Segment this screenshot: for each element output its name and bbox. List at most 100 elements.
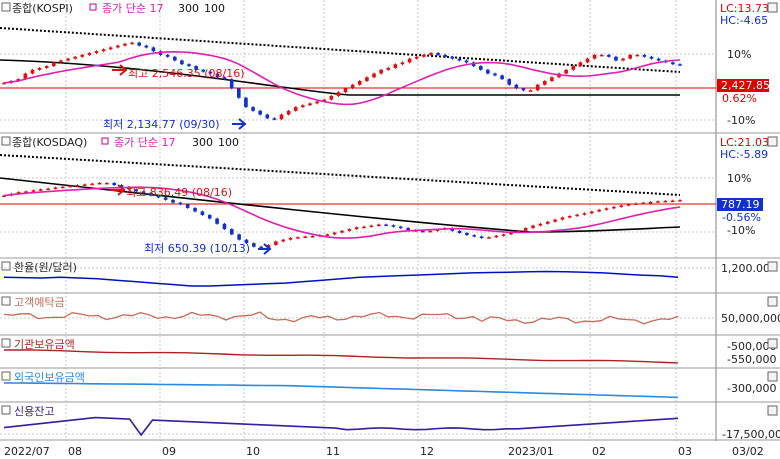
candle-body (130, 42, 134, 45)
kosdaq-low-arrow (258, 243, 272, 255)
deposit-close-button[interactable] (767, 296, 778, 307)
x-label: 08 (68, 445, 82, 458)
exchange-close-button[interactable] (767, 261, 778, 272)
candle-body (350, 84, 355, 89)
kosdaq-high-arrow (110, 184, 126, 196)
candle-body (336, 92, 341, 96)
candle-body (340, 230, 344, 233)
kosdaq-close-button[interactable] (767, 136, 778, 147)
candle-body (112, 182, 117, 186)
candle-body (365, 77, 369, 81)
kosdaq-lc: LC:21.03 (720, 136, 769, 149)
candle-body (201, 69, 206, 72)
kospi-low-arrow (232, 118, 247, 130)
kosdaq-price-box (717, 198, 763, 211)
candle-body (75, 185, 80, 187)
inst-toggle-box[interactable] (1, 338, 11, 348)
candle-body (414, 56, 419, 59)
panel-separators (0, 132, 780, 441)
kospi-p2: 100 (204, 2, 225, 15)
candle-body (472, 235, 477, 237)
candle-body (87, 53, 92, 55)
candle-body (354, 227, 359, 230)
kosdaq-title: 종합(KOSDAQ) (12, 136, 87, 149)
inst-title: 기관보유금액 (14, 338, 75, 351)
foreign-close-button[interactable] (767, 371, 778, 382)
candle-body (465, 232, 469, 236)
kosdaq-p2: 100 (218, 136, 239, 149)
candle-body (94, 51, 99, 54)
candle-body (621, 58, 625, 61)
candle-body (229, 229, 234, 235)
candle-body (528, 90, 533, 92)
x-axis-labels: 2022/07 08 09 10 11 12 2023/01 02 03 03/02 (4, 445, 764, 458)
deposit-toggle-box[interactable] (1, 296, 11, 306)
candle-body (379, 69, 383, 74)
candle-body (535, 84, 540, 91)
x-label: 03 (678, 445, 692, 458)
deposit-tick: 50,000,000 (721, 312, 780, 325)
candle-body (258, 110, 262, 115)
kospi-ma100-dotted (0, 27, 681, 73)
x-label: 03/02 (732, 445, 764, 458)
candle-body (626, 204, 631, 206)
credit-line (3, 416, 679, 437)
kosdaq-tick-neg10: -10% (727, 224, 755, 237)
exchange-toggle-box[interactable] (1, 261, 11, 271)
kospi-tick-neg10: -10% (727, 114, 755, 127)
candle-body (550, 77, 554, 81)
kospi-close-button[interactable] (767, 2, 778, 13)
candle-body (134, 189, 139, 192)
candle-body (244, 97, 248, 108)
foreign-line (3, 382, 679, 399)
credit-close-button[interactable] (767, 405, 778, 416)
candle-body (187, 64, 191, 67)
candle-body (479, 236, 484, 238)
credit-title: 신용잔고 (14, 405, 54, 418)
kospi-p1: 300 (178, 2, 199, 15)
candle-body (641, 202, 646, 205)
kospi-ma17-line (3, 50, 681, 106)
candle-body (237, 88, 241, 98)
candle-body (464, 60, 469, 63)
candle-body (38, 189, 43, 191)
candle-body (384, 224, 388, 227)
candle-body (578, 62, 583, 67)
candle-body (83, 184, 87, 186)
candle-body (23, 73, 28, 80)
x-label: 2022/07 (4, 445, 50, 458)
candle-body (649, 56, 654, 59)
candle-body (369, 225, 374, 228)
candle-body (97, 182, 102, 185)
kospi-hc: HC:-4.65 (720, 14, 768, 27)
inst-close-button[interactable] (767, 338, 778, 349)
kospi-high-arrow (112, 64, 128, 76)
credit-toggle-box[interactable] (1, 405, 11, 415)
panel-kosdaq: 최고 836.49 (08/16) 최저 650.39 (10/13) 종합(K… (0, 136, 778, 255)
candle-body (137, 42, 141, 46)
candle-body (500, 75, 504, 80)
kosdaq-toggle-box[interactable] (1, 136, 11, 146)
candle-body (80, 54, 85, 57)
kospi-indicator-box[interactable] (89, 3, 97, 11)
foreign-toggle-box[interactable] (1, 371, 11, 381)
candle-body (642, 54, 647, 57)
kosdaq-indicator-box[interactable] (101, 137, 109, 145)
kospi-toggle-box[interactable] (1, 2, 11, 12)
candle-body (678, 200, 682, 202)
candle-body (215, 218, 219, 224)
candle-body (545, 221, 550, 224)
candle-body (386, 67, 391, 70)
candle-body (2, 82, 6, 85)
candle-body (543, 81, 547, 85)
x-label: 11 (326, 445, 340, 458)
y-axis-bg (716, 0, 780, 459)
candle-body (31, 190, 36, 192)
candle-body (332, 232, 337, 235)
candle-body (279, 114, 284, 120)
candle-body (670, 200, 675, 203)
candle-body (400, 62, 405, 65)
candle-body (149, 192, 153, 196)
kosdaq-high-label: 최고 836.49 (08/16) (126, 186, 232, 199)
